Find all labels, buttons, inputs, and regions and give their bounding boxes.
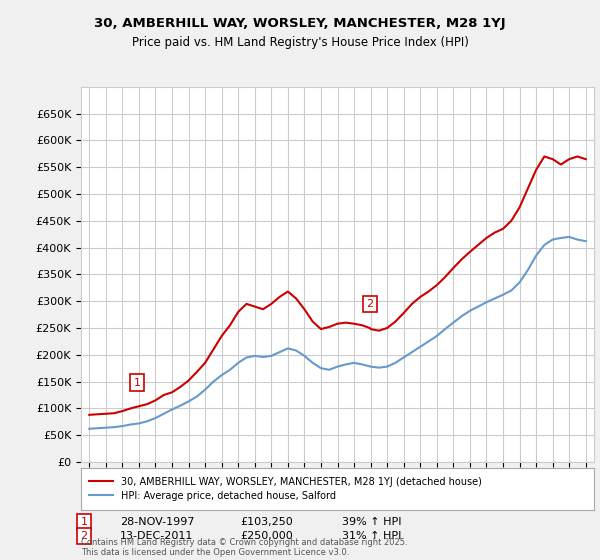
Text: 2: 2 <box>80 531 88 541</box>
Text: 2: 2 <box>366 299 373 309</box>
Text: Contains HM Land Registry data © Crown copyright and database right 2025.
This d: Contains HM Land Registry data © Crown c… <box>81 538 407 557</box>
Legend: 30, AMBERHILL WAY, WORSLEY, MANCHESTER, M28 1YJ (detached house), HPI: Average p: 30, AMBERHILL WAY, WORSLEY, MANCHESTER, … <box>86 474 485 503</box>
Text: 13-DEC-2011: 13-DEC-2011 <box>120 531 193 541</box>
Text: 28-NOV-1997: 28-NOV-1997 <box>120 517 194 527</box>
Text: 39% ↑ HPI: 39% ↑ HPI <box>342 517 401 527</box>
Text: 30, AMBERHILL WAY, WORSLEY, MANCHESTER, M28 1YJ: 30, AMBERHILL WAY, WORSLEY, MANCHESTER, … <box>94 17 506 30</box>
Text: £250,000: £250,000 <box>240 531 293 541</box>
Text: Price paid vs. HM Land Registry's House Price Index (HPI): Price paid vs. HM Land Registry's House … <box>131 36 469 49</box>
Text: 31% ↑ HPI: 31% ↑ HPI <box>342 531 401 541</box>
Text: £103,250: £103,250 <box>240 517 293 527</box>
Text: 1: 1 <box>134 377 141 388</box>
Text: 1: 1 <box>80 517 88 527</box>
